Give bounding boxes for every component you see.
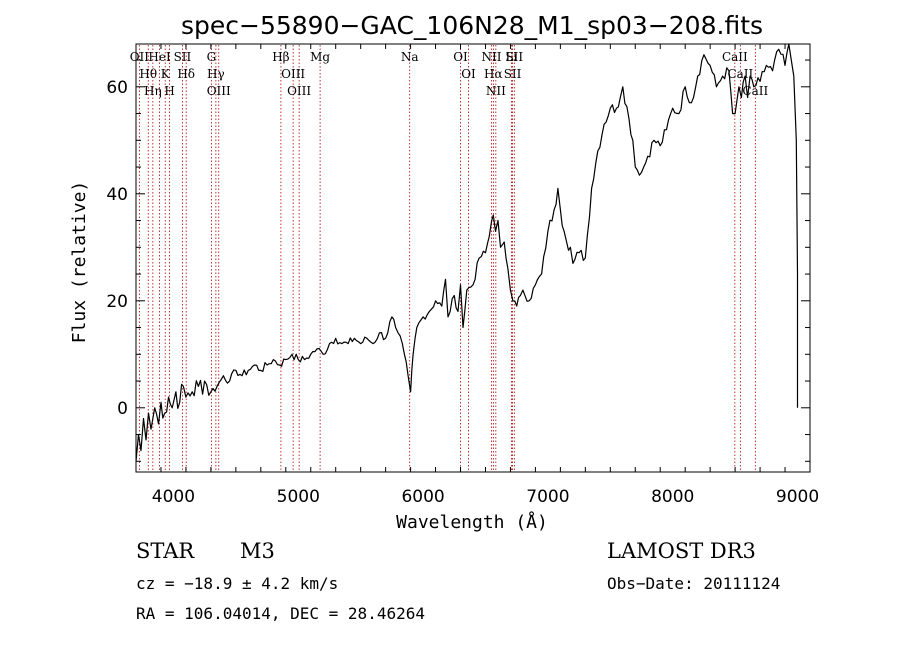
spectral-line-label: Na: [401, 50, 419, 64]
x-tick-label: 6000: [401, 487, 444, 507]
x-tick-label: 9000: [776, 487, 819, 507]
spectral-line-label: Hβ: [272, 50, 289, 64]
spectral-line-label: Mg: [310, 50, 330, 64]
x-tick-label: 8000: [651, 487, 694, 507]
spectral-line-label: OI: [453, 50, 468, 64]
spectral-line-label: OIII: [287, 84, 311, 98]
x-axis: 4000 5000 6000 7000 8000 9000: [135, 44, 819, 507]
spectral-line-labels: OII Hθ Hη HeI KH SII Hδ G Hγ OIII Hβ OIII OIII Mg Na OI…: [130, 50, 769, 98]
x-tick-label: 7000: [526, 487, 569, 507]
spectral-line-label: NII: [486, 84, 506, 98]
spectral-line-label: CaII: [722, 50, 748, 64]
spectral-line-label: H: [164, 84, 174, 98]
redshift-cz: cz = −18.9 ± 4.2 km/s: [136, 574, 338, 593]
object-subclass: M3: [240, 539, 275, 563]
y-axis: 0 20 40 60: [106, 59, 810, 462]
y-tick-label: 60: [106, 78, 128, 98]
x-tick-label: 4000: [152, 487, 195, 507]
spectral-line-label: Hη: [144, 84, 162, 98]
y-tick-label: 40: [106, 185, 128, 205]
spectral-line-label: Hγ: [207, 67, 225, 81]
object-class: STAR: [136, 539, 195, 563]
spectral-line-markers: [138, 45, 756, 471]
spectral-line-label: OIII: [281, 67, 305, 81]
spectral-line-label: Li: [506, 50, 518, 64]
x-tick-label: 5000: [277, 487, 320, 507]
spectral-line-label: CaII: [727, 67, 753, 81]
spectral-line-label: SII: [505, 50, 523, 64]
spectral-line-label: OII: [130, 50, 150, 64]
y-tick-label: 20: [106, 292, 128, 312]
observation-date: Obs−Date: 20111124: [607, 574, 780, 593]
spectral-line-label: OIII: [207, 84, 231, 98]
spectral-line-label: Hθ: [139, 67, 157, 81]
spectral-line-label: G: [207, 50, 217, 64]
y-axis-label: Flux (relative): [69, 181, 90, 344]
survey-name: LAMOST DR3: [607, 539, 756, 563]
chart-title: spec−55890−GAC_106N28_M1_sp03−208.fits: [181, 11, 763, 40]
spectral-line-label: SII: [174, 50, 192, 64]
spectral-line-label: Hα: [484, 67, 503, 81]
y-tick-label: 0: [117, 399, 128, 419]
spectral-line-label: HeI: [148, 50, 171, 64]
ra-dec-coordinates: RA = 106.04014, DEC = 28.46264: [136, 604, 425, 623]
spectral-line-label: SII: [504, 67, 522, 81]
spectrum-line: [135, 43, 799, 462]
spectral-line-label: NII: [481, 50, 501, 64]
spectral-line-label: Hδ: [177, 67, 195, 81]
spectral-line-label: OI: [461, 67, 476, 81]
plot-frame: [135, 43, 811, 473]
x-axis-label: Wavelength (Å): [396, 511, 548, 533]
spectral-line-label: K: [161, 67, 171, 81]
